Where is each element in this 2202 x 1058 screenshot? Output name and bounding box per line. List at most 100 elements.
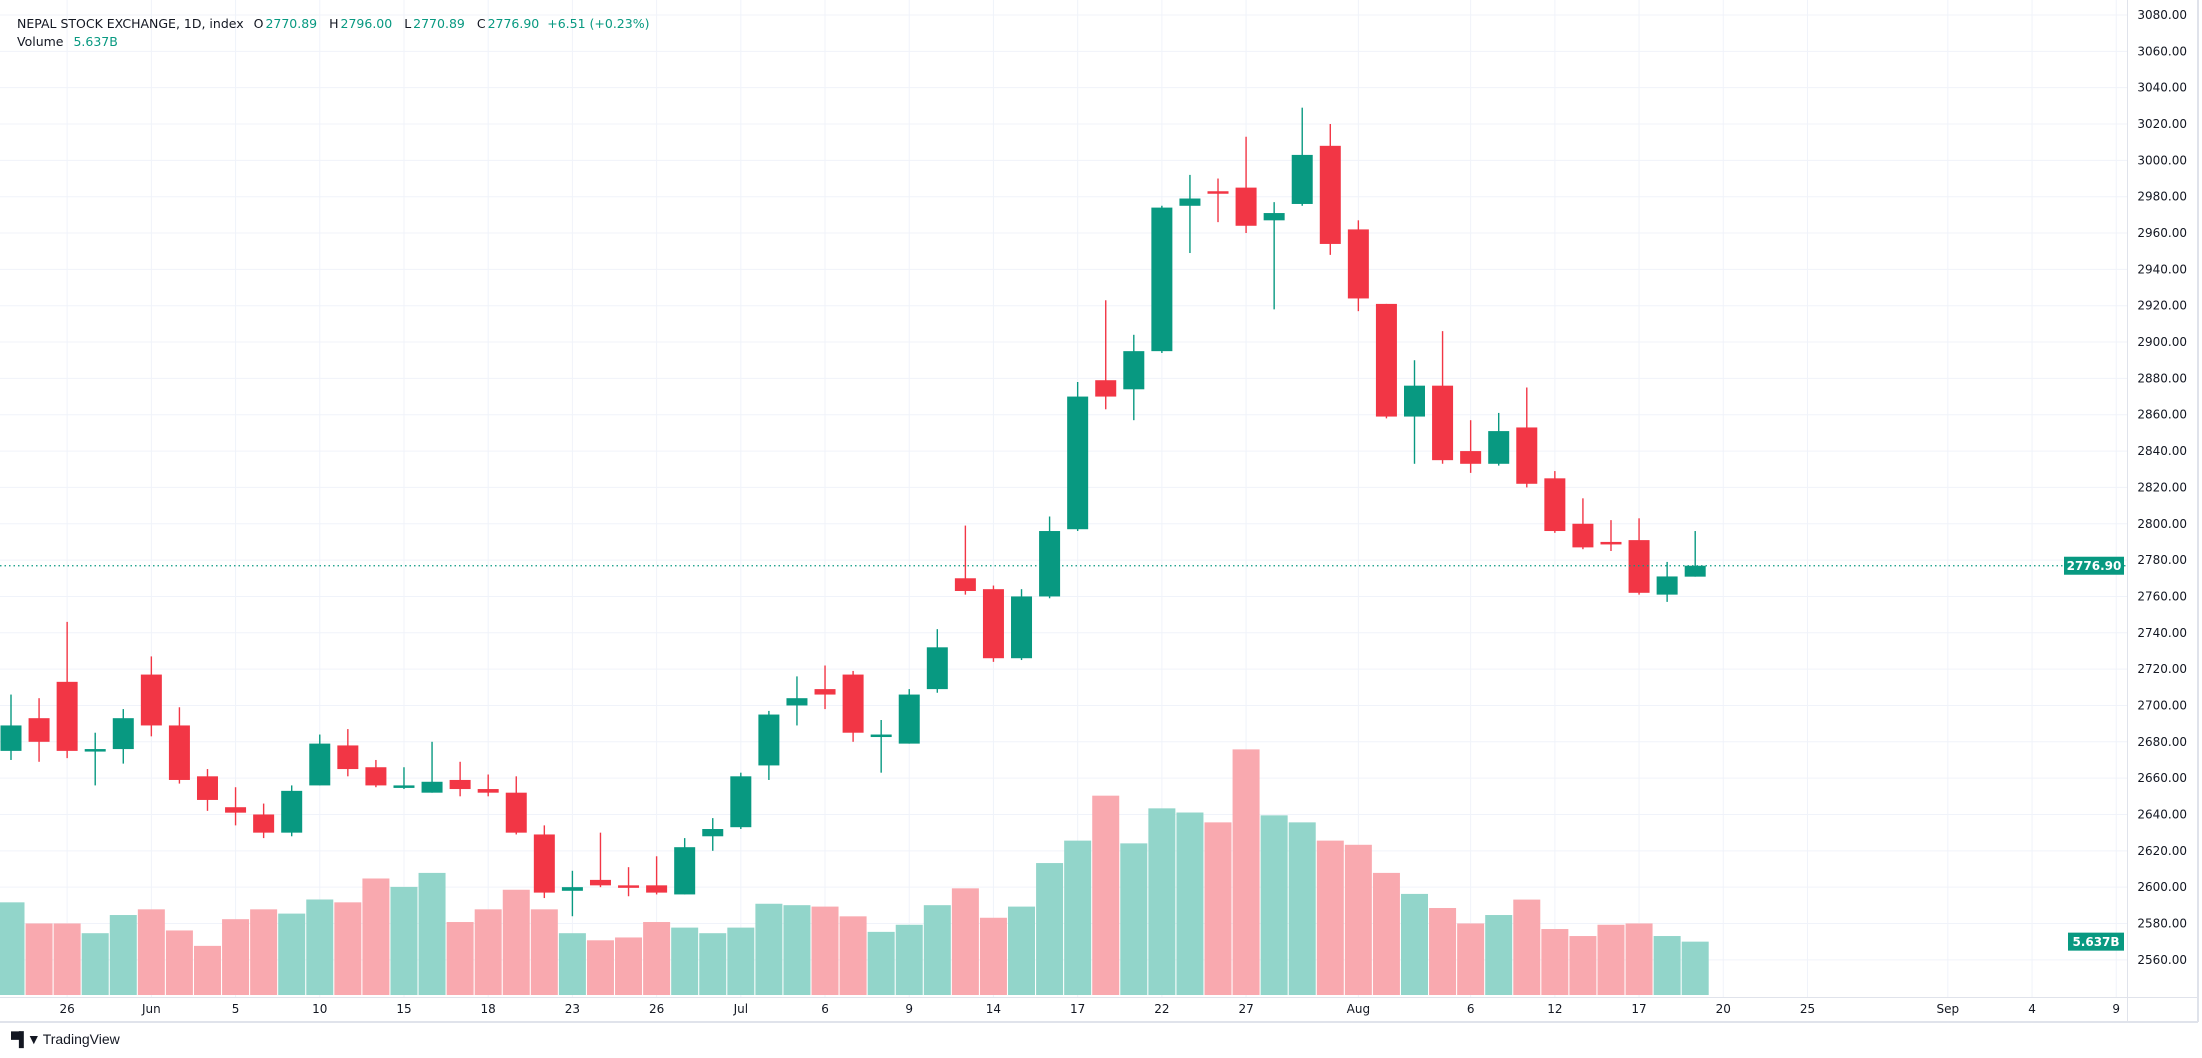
volume-bar [979,917,1007,995]
symbol-legend: NEPAL STOCK EXCHANGE, 1D, index O 2770.89… [17,16,651,31]
time-axis[interactable]: 26 Jun 5 10 15 18 23 26 Jul 6 9 14 17 22 27 Aug 6 12 17 20 2… [59,1002,2120,1016]
price-tick-label: 2780.00 [2137,553,2187,567]
candle [814,665,836,710]
price-tick-label: 2960.00 [2137,226,2187,240]
time-tick-label: 26 [59,1002,74,1016]
volume-bar [137,909,165,995]
candle-body [1123,351,1145,390]
price-tick-label: 2820.00 [2137,480,2187,494]
volume-bar [1569,936,1597,995]
price-tick-label: 2900.00 [2137,335,2187,349]
candle-body [449,779,471,790]
candle [674,838,696,895]
candle-body [112,718,134,750]
candle [870,719,892,773]
volume-bar [1120,843,1148,995]
candle [84,732,106,786]
candle [225,787,247,826]
candle-body [589,879,611,886]
candle [477,774,499,797]
volume-bar [53,923,81,995]
last-price-label: 2776.90 [2067,559,2122,573]
candle [1628,518,1650,595]
volume-bar [1429,908,1457,995]
time-tick-label: 26 [649,1002,664,1016]
candle-body [674,847,696,895]
price-tick-label: 2600.00 [2137,880,2187,894]
volume-bar [1148,808,1176,995]
candle [1600,520,1622,552]
volume-bar [586,940,614,995]
candle [786,676,808,726]
candle [1039,516,1061,599]
candle-body [56,681,78,751]
candle [1347,220,1369,312]
candle [1544,471,1566,533]
volume-label[interactable]: Volume [17,34,64,49]
candle [1432,331,1454,464]
candle-body [168,725,190,780]
volume-bar [1288,822,1316,995]
candle-body [786,698,808,706]
candle-body [1432,385,1454,461]
volume-bar [1008,906,1036,995]
candle-body [309,743,331,786]
candle [1123,334,1145,421]
candle-body [477,789,499,793]
volume-bar [193,945,221,995]
candle [0,694,22,760]
volume-bar [643,922,671,995]
time-tick-label: Aug [1347,1002,1370,1016]
candle-body [0,725,22,751]
tradingview-logo[interactable]: ▀▌▼ TradingView [11,1031,120,1047]
volume-bar [615,937,643,995]
volume-bar [755,903,783,995]
volume-bar [558,933,586,995]
price-tick-label: 2660.00 [2137,771,2187,785]
time-tick-label: 25 [1800,1002,1815,1016]
last-volume-badge [2068,932,2124,951]
price-axis[interactable]: 3080.00 3060.00 3040.00 3020.00 3000.00 2980.… [2137,8,2187,967]
volume-bar [334,902,362,995]
candle-body [1235,187,1257,226]
candle-body [505,792,527,833]
last-volume-label: 5.637B [2072,935,2119,949]
volume-bar [1625,923,1653,995]
price-tick-label: 2680.00 [2137,735,2187,749]
candle-body [1347,229,1369,299]
volume-bars [0,749,1709,995]
candle [1235,136,1257,234]
candle-body [1684,565,1706,577]
price-tick-label: 2940.00 [2137,262,2187,276]
tradingview-logo-icon: ▀▌▼ [11,1031,41,1047]
time-tick-label: 9 [2112,1002,2120,1016]
last-price-badge [2064,556,2124,575]
price-tick-label: 2880.00 [2137,371,2187,385]
candle [561,870,583,917]
candle-body [281,790,303,833]
volume-bar [1541,929,1569,995]
candle [112,709,134,764]
candle [1404,360,1425,464]
candle-body [1404,385,1425,417]
high-label: H [329,16,339,31]
volume-bar [502,889,530,995]
volume-bar [1597,924,1625,995]
volume-bar [1232,749,1260,995]
candle [1011,589,1033,661]
candle [421,741,443,793]
price-tick-label: 2920.00 [2137,299,2187,313]
time-tick-label: Jun [141,1002,161,1016]
volume-bar [362,878,390,995]
volume-bar [951,888,979,995]
symbol-title[interactable]: NEPAL STOCK EXCHANGE, 1D, index [17,16,244,31]
candle [56,621,78,759]
price-tick-label: 2860.00 [2137,408,2187,422]
time-tick-label: 6 [821,1002,829,1016]
open-value: 2770.89 [265,16,318,31]
volume-bar [783,905,811,995]
candle [1179,174,1201,254]
candle [702,818,724,851]
candle [1684,531,1706,577]
